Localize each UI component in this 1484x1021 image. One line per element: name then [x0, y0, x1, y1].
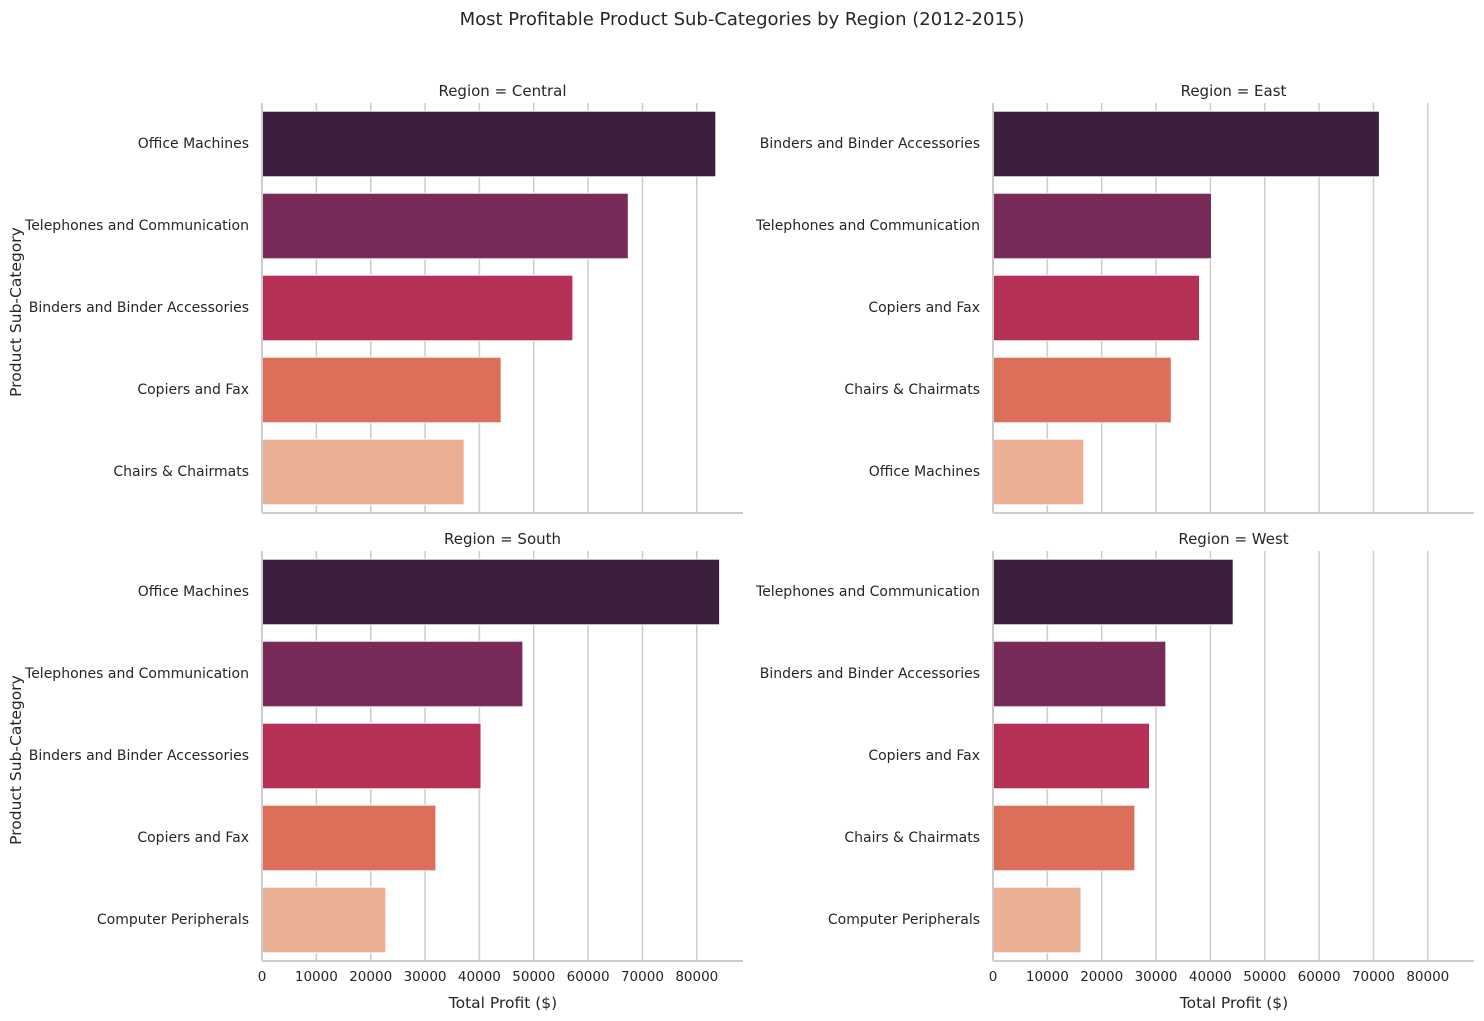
bar: [261, 356, 502, 424]
y-axis-label-top: Product Sub-Category: [7, 227, 25, 397]
bar: [992, 886, 1082, 954]
bar: [261, 722, 482, 790]
bar: [261, 274, 574, 342]
bar: [261, 640, 524, 708]
category-label: Office Machines: [138, 584, 249, 600]
x-tick-label: 60000: [1298, 969, 1341, 985]
bar: [261, 558, 721, 626]
bar: [992, 274, 1201, 342]
x-tick-label: 50000: [1243, 969, 1286, 985]
x-tick-label: 0: [989, 969, 998, 985]
category-label: Computer Peripherals: [828, 912, 980, 928]
category-label: Office Machines: [869, 464, 980, 480]
category-label: Telephones and Communication: [24, 218, 249, 234]
x-tick-label: 50000: [512, 969, 555, 985]
x-tick-label: 60000: [567, 969, 610, 985]
x-tick-label: 70000: [621, 969, 664, 985]
panel-0: Office Machines Telephones and Communicat…: [24, 82, 743, 514]
category-label: Chairs & Chairmats: [113, 464, 249, 480]
bar: [992, 722, 1151, 790]
x-axis-label-left: Total Profit ($): [448, 994, 557, 1012]
bar: [992, 804, 1136, 872]
x-tick-label: 10000: [1026, 969, 1069, 985]
bar: [992, 640, 1167, 708]
bar: [261, 192, 629, 260]
category-label: Chairs & Chairmats: [844, 830, 980, 846]
category-label: Telephones and Communication: [24, 666, 249, 682]
x-tick-label: 70000: [1352, 969, 1395, 985]
chart-title: Most Profitable Product Sub-Categories b…: [460, 9, 1025, 30]
x-tick-label: 20000: [1080, 969, 1123, 985]
category-label: Copiers and Fax: [137, 830, 249, 846]
x-tick-label: 80000: [675, 969, 718, 985]
x-tick-label: 40000: [1189, 969, 1232, 985]
x-axis-label-right: Total Profit ($): [1179, 994, 1288, 1012]
bar: [992, 438, 1085, 506]
category-label: Computer Peripherals: [97, 912, 249, 928]
bar: [261, 110, 717, 178]
category-label: Copiers and Fax: [868, 748, 980, 764]
category-label: Binders and Binder Accessories: [760, 136, 980, 152]
panel-title: Region = Central: [438, 82, 566, 100]
x-tick-label: 30000: [404, 969, 447, 985]
panel-3: Telephones and Communication Binders and …: [755, 530, 1474, 985]
category-label: Telephones and Communication: [755, 218, 980, 234]
panel-title: Region = South: [444, 530, 561, 548]
bar: [992, 558, 1234, 626]
y-axis-label-bottom: Product Sub-Category: [7, 675, 25, 845]
category-label: Chairs & Chairmats: [844, 382, 980, 398]
x-tick-label: 0: [258, 969, 267, 985]
panel-2: Office Machines Telephones and Communicat…: [24, 530, 743, 985]
panels: Office Machines Telephones and Communicat…: [24, 82, 1474, 985]
bar: [992, 356, 1172, 424]
x-tick-label: 10000: [295, 969, 338, 985]
bar: [261, 804, 437, 872]
bar: [992, 192, 1212, 260]
category-label: Binders and Binder Accessories: [29, 748, 249, 764]
category-label: Office Machines: [138, 136, 249, 152]
bar: [261, 886, 387, 954]
x-tick-label: 30000: [1135, 969, 1178, 985]
panel-title: Region = West: [1178, 530, 1288, 548]
x-tick-label: 20000: [349, 969, 392, 985]
category-label: Binders and Binder Accessories: [760, 666, 980, 682]
x-tick-label: 80000: [1406, 969, 1449, 985]
bar: [261, 438, 465, 506]
category-label: Telephones and Communication: [755, 584, 980, 600]
category-label: Copiers and Fax: [868, 300, 980, 316]
bar: [992, 110, 1380, 178]
panel-title: Region = East: [1181, 82, 1287, 100]
panel-1: Binders and Binder Accessories Telephones…: [755, 82, 1474, 514]
category-label: Copiers and Fax: [137, 382, 249, 398]
category-label: Binders and Binder Accessories: [29, 300, 249, 316]
x-tick-label: 40000: [458, 969, 501, 985]
